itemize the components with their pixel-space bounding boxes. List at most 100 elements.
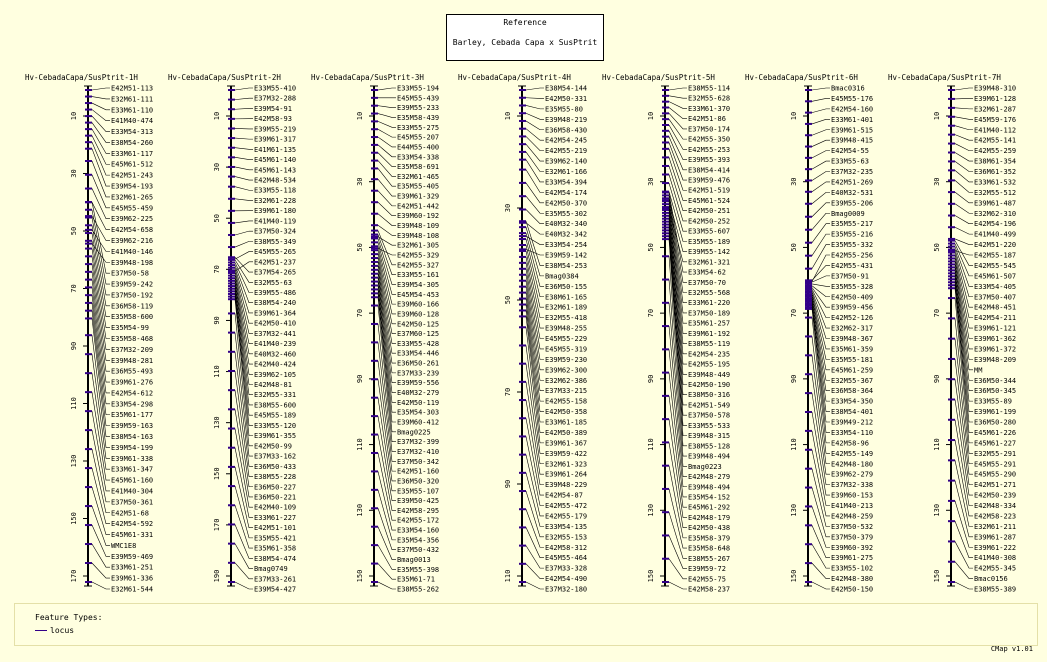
locus-label[interactable]: E39M48-229 bbox=[545, 481, 587, 489]
locus-label[interactable]: E38M54-253 bbox=[545, 262, 587, 270]
locus-label[interactable]: E41M40-146 bbox=[111, 248, 153, 256]
locus-label[interactable]: E38M55-267 bbox=[688, 555, 730, 563]
locus-label[interactable]: E42M51-101 bbox=[254, 524, 296, 532]
locus-label[interactable]: E32M55-367 bbox=[831, 377, 873, 385]
locus-label[interactable]: E39M60-392 bbox=[831, 544, 873, 552]
locus-label[interactable]: E33M61-251 bbox=[111, 564, 153, 572]
locus-label[interactable]: E45M61-143 bbox=[254, 166, 296, 174]
locus-label[interactable]: E32M61-321 bbox=[688, 258, 730, 266]
locus-label[interactable]: E36M58-430 bbox=[545, 126, 587, 134]
locus-label[interactable]: E39M61-199 bbox=[974, 408, 1016, 416]
locus-label[interactable]: E39M55-206 bbox=[831, 199, 873, 207]
locus-label[interactable]: E45M55-439 bbox=[397, 94, 439, 102]
locus-label[interactable]: E42M40-109 bbox=[254, 504, 296, 512]
locus-label[interactable]: E39M61-364 bbox=[254, 309, 296, 317]
locus-label[interactable]: E42M51-269 bbox=[831, 178, 873, 186]
locus-label[interactable]: E42M51-220 bbox=[974, 241, 1016, 249]
locus-label[interactable]: E39M62-216 bbox=[111, 237, 153, 245]
locus-label[interactable]: Bmag0225 bbox=[397, 428, 431, 436]
locus-label[interactable]: E45M61-227 bbox=[974, 439, 1016, 447]
locus-label[interactable]: E37M50-174 bbox=[688, 125, 730, 133]
locus-label[interactable]: Bmac0316 bbox=[831, 85, 865, 93]
locus-label[interactable]: E39M61-287 bbox=[974, 533, 1016, 541]
locus-label[interactable]: E42M55-179 bbox=[545, 512, 587, 520]
locus-label[interactable]: E38M55-119 bbox=[688, 340, 730, 348]
locus-label[interactable]: E32M55-628 bbox=[688, 95, 730, 103]
legend-item-locus[interactable]: locus bbox=[35, 626, 74, 635]
locus-label[interactable]: E33M61-401 bbox=[831, 116, 873, 124]
locus-label[interactable]: E39M55-142 bbox=[688, 248, 730, 256]
locus-label[interactable]: E39M50-425 bbox=[397, 497, 439, 505]
locus-label[interactable]: E42M54-160 bbox=[831, 105, 873, 113]
locus-label[interactable]: E39M61-329 bbox=[397, 193, 439, 201]
locus-label[interactable]: E42M55-345 bbox=[974, 565, 1016, 573]
locus-label[interactable]: E33M55-410 bbox=[254, 85, 296, 93]
locus-label[interactable]: E38M54-163 bbox=[111, 433, 153, 441]
locus-label[interactable]: E35M61-71 bbox=[397, 576, 435, 584]
locus-label[interactable]: E42M51-243 bbox=[111, 172, 153, 180]
locus-label[interactable]: E41M40-119 bbox=[254, 217, 296, 225]
locus-label[interactable]: E39M60-128 bbox=[397, 310, 439, 318]
locus-label[interactable]: E45M55-464 bbox=[545, 554, 587, 562]
locus-label[interactable]: E33M54-254 bbox=[545, 241, 587, 249]
locus-label[interactable]: E41M40-304 bbox=[111, 487, 153, 495]
locus-label[interactable]: E39M54-193 bbox=[111, 183, 153, 191]
locus-label[interactable]: E33M55-118 bbox=[254, 187, 296, 195]
locus-label[interactable]: E45M61-226 bbox=[974, 429, 1016, 437]
locus-label[interactable]: E42M54-196 bbox=[974, 220, 1016, 228]
locus-label[interactable]: E35M58-691 bbox=[397, 163, 439, 171]
locus-label[interactable]: E45M61-292 bbox=[688, 504, 730, 512]
locus-label[interactable]: E33M61-227 bbox=[254, 514, 296, 522]
locus-label[interactable]: E39M48-310 bbox=[974, 85, 1016, 93]
locus-label[interactable]: E39M55-393 bbox=[688, 156, 730, 164]
map-title-7h[interactable]: Hv-CebadaCapa/SusPtrit-7H bbox=[888, 73, 1001, 82]
locus-label[interactable]: E37M50-189 bbox=[688, 309, 730, 317]
map-title-6h[interactable]: Hv-CebadaCapa/SusPtrit-6H bbox=[745, 73, 858, 82]
locus-label[interactable]: E39M61-264 bbox=[545, 471, 587, 479]
locus-label[interactable]: E39M59-72 bbox=[688, 565, 726, 573]
locus-label[interactable]: E38M54-260 bbox=[111, 139, 153, 147]
locus-label[interactable]: E32M55-418 bbox=[545, 314, 587, 322]
locus-label[interactable]: E37M33-239 bbox=[397, 369, 439, 377]
locus-label[interactable]: E38M54-474 bbox=[254, 555, 296, 563]
locus-label[interactable]: E33M61-185 bbox=[545, 419, 587, 427]
locus-label[interactable]: Bmag0223 bbox=[688, 463, 722, 471]
locus-label[interactable]: E33M54-62 bbox=[688, 269, 726, 277]
locus-label[interactable]: E39M62-140 bbox=[545, 158, 587, 166]
map-title-1h[interactable]: Hv-CebadaCapa/SusPtrit-1H bbox=[25, 73, 138, 82]
locus-label[interactable]: E42M51-271 bbox=[974, 481, 1016, 489]
locus-label[interactable]: E40M32-531 bbox=[831, 189, 873, 197]
locus-label[interactable]: E33M54-298 bbox=[111, 400, 153, 408]
locus-label[interactable]: E36M58-364 bbox=[831, 387, 873, 395]
locus-label[interactable]: E38M55-349 bbox=[254, 238, 296, 246]
locus-label[interactable]: E39M48-494 bbox=[688, 483, 730, 491]
locus-label[interactable]: E38M55-128 bbox=[688, 442, 730, 450]
locus-label[interactable]: E39M48-198 bbox=[111, 259, 153, 267]
locus-label[interactable]: E41M40-213 bbox=[831, 502, 873, 510]
locus-label[interactable]: E33M61-347 bbox=[111, 466, 153, 474]
locus-label[interactable]: E42M51-519 bbox=[688, 187, 730, 195]
locus-label[interactable]: E39M60-412 bbox=[397, 419, 439, 427]
locus-label[interactable]: E42M51-549 bbox=[688, 401, 730, 409]
locus-label[interactable]: E32M61-465 bbox=[397, 173, 439, 181]
locus-label[interactable]: E42M50-252 bbox=[688, 217, 730, 225]
locus-label[interactable]: E42M55-472 bbox=[545, 502, 587, 510]
locus-label[interactable]: E35M58-468 bbox=[111, 335, 153, 343]
locus-label[interactable]: Bmac0156 bbox=[974, 575, 1008, 583]
locus-label[interactable]: E45M61-259 bbox=[831, 366, 873, 374]
locus-label[interactable]: E42M54-245 bbox=[545, 137, 587, 145]
locus-label[interactable]: E39M59-422 bbox=[545, 450, 587, 458]
locus-label[interactable]: E45M61-507 bbox=[974, 272, 1016, 280]
locus-label[interactable]: E36M50-227 bbox=[254, 483, 296, 491]
locus-label[interactable]: E35M58-600 bbox=[111, 313, 153, 321]
locus-label[interactable]: E41M40-239 bbox=[254, 340, 296, 348]
locus-label[interactable]: E42M54-174 bbox=[545, 189, 587, 197]
locus-label[interactable]: E37M32-235 bbox=[831, 168, 873, 176]
locus-label[interactable]: E42M50-150 bbox=[831, 586, 873, 594]
locus-label[interactable]: E39M48-415 bbox=[831, 137, 873, 145]
locus-label[interactable]: E32M61-189 bbox=[545, 304, 587, 312]
locus-label[interactable]: E39M54-427 bbox=[254, 586, 296, 594]
locus-label[interactable]: E42M50-370 bbox=[545, 199, 587, 207]
locus-label[interactable]: E45M54-453 bbox=[397, 291, 439, 299]
locus-label[interactable]: E42M58-96 bbox=[831, 439, 869, 447]
